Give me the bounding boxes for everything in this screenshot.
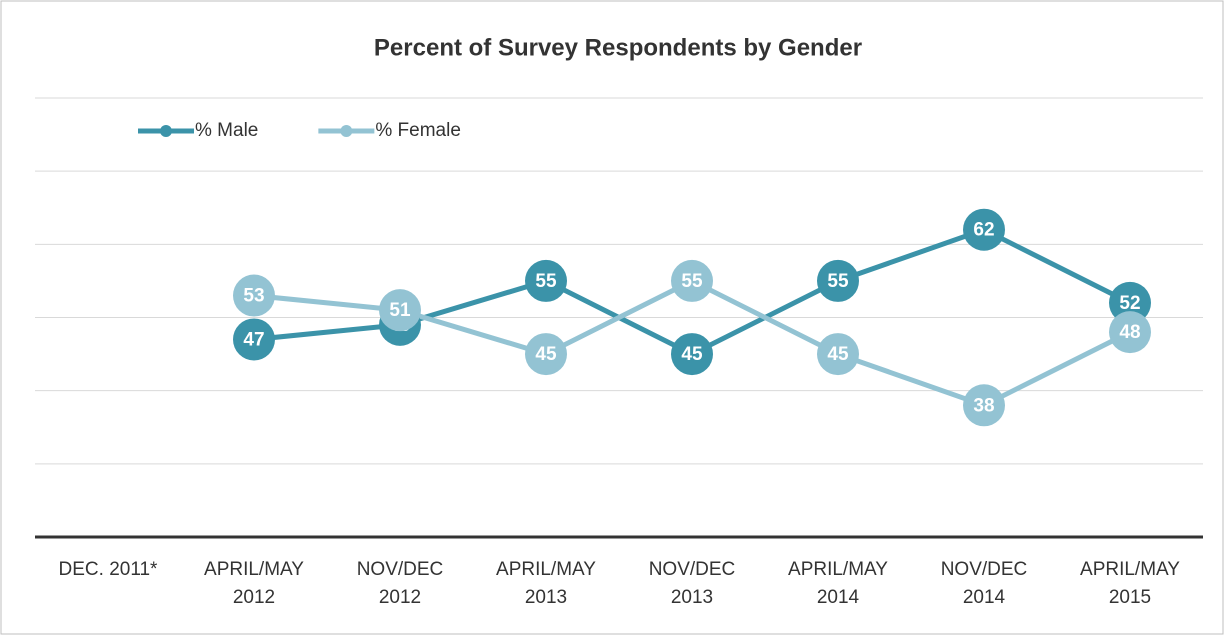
data-label: 45	[681, 344, 703, 365]
point-marker	[817, 333, 859, 376]
point-marker	[525, 333, 567, 376]
x-tick-label: APRIL/MAY 2013	[496, 559, 596, 608]
data-label: 62	[973, 220, 994, 241]
data-label: 55	[535, 271, 557, 292]
point-marker	[817, 259, 859, 302]
x-tick-label: APRIL/MAY 2014	[788, 559, 888, 608]
chart-title: Percent of Survey Respondents by Gender	[374, 34, 862, 61]
x-tick-label: NOV/DEC 2013	[648, 559, 736, 608]
data-label: 51	[389, 300, 411, 321]
point-marker	[1109, 281, 1151, 324]
x-tick-label: NOV/DEC 2012	[356, 559, 444, 608]
point-marker	[671, 333, 713, 376]
point-marker	[963, 208, 1005, 251]
point-marker	[379, 289, 421, 332]
x-tick-label: NOV/DEC 2014	[940, 559, 1028, 608]
x-tick-label: APRIL/MAY 2015	[1080, 559, 1180, 608]
legend-label: % Female	[375, 120, 461, 141]
x-tick-label: DEC. 2011*	[58, 559, 158, 580]
data-label: 55	[827, 271, 849, 292]
legend-marker	[160, 125, 172, 137]
data-label: 38	[973, 395, 994, 416]
legend-label: % Male	[195, 120, 258, 141]
data-label: 52	[1119, 293, 1140, 314]
point-marker	[525, 259, 567, 302]
data-label: 45	[827, 344, 849, 365]
data-label: 48	[1119, 322, 1140, 343]
data-label: 45	[535, 344, 557, 365]
point-marker	[233, 318, 275, 361]
point-marker	[1109, 311, 1151, 354]
x-tick-label: APRIL/MAY 2012	[204, 559, 304, 608]
data-label: 47	[243, 329, 264, 350]
data-label: 53	[243, 286, 264, 307]
legend-marker	[340, 125, 353, 137]
data-label: 55	[681, 271, 703, 292]
point-marker	[233, 274, 275, 317]
point-marker	[963, 384, 1005, 427]
point-marker	[671, 259, 713, 302]
